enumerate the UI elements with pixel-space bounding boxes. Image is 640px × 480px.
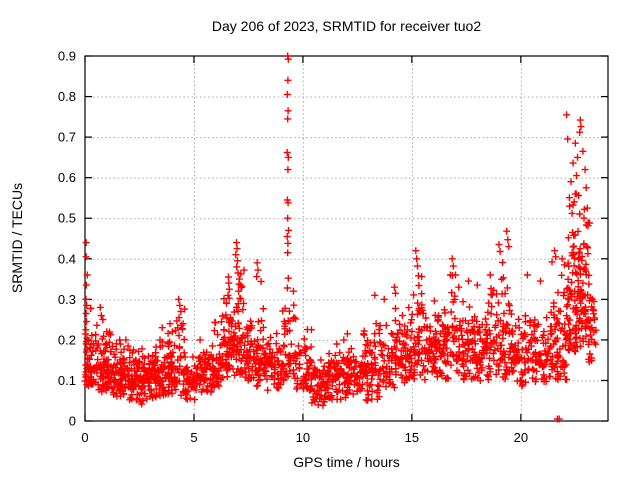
x-tick-label: 15 — [405, 430, 419, 445]
x-tick-label: 5 — [190, 430, 197, 445]
y-tick-label: 0.7 — [58, 130, 76, 145]
tick-labels: 0 0.1 0.2 0.3 0.4 0.5 0.6 0.7 0.8 0.9 0 5 10 15 20 — [58, 49, 528, 446]
x-tick-label: 0 — [81, 430, 88, 445]
y-tick-label: 0.5 — [58, 211, 76, 226]
y-tick-label: 0.4 — [58, 251, 76, 266]
y-tick-label: 0.6 — [58, 170, 76, 185]
y-tick-label: 0.3 — [58, 292, 76, 307]
x-tick-label: 20 — [514, 430, 528, 445]
y-axis-label: SRMTID / TECUs — [9, 182, 25, 294]
y-tick-label: 0.9 — [58, 49, 76, 64]
y-tick-label: 0.2 — [58, 332, 76, 347]
x-axis-label: GPS time / hours — [293, 454, 400, 470]
y-tick-label: 0.8 — [58, 89, 76, 104]
chart-title: Day 206 of 2023, SRMTID for receiver tuo… — [211, 18, 482, 34]
axes — [84, 55, 609, 422]
y-tick-label: 0 — [69, 414, 76, 429]
x-tick-label: 10 — [296, 430, 310, 445]
y-tick-label: 0.1 — [58, 373, 76, 388]
scatter-points — [81, 52, 600, 423]
